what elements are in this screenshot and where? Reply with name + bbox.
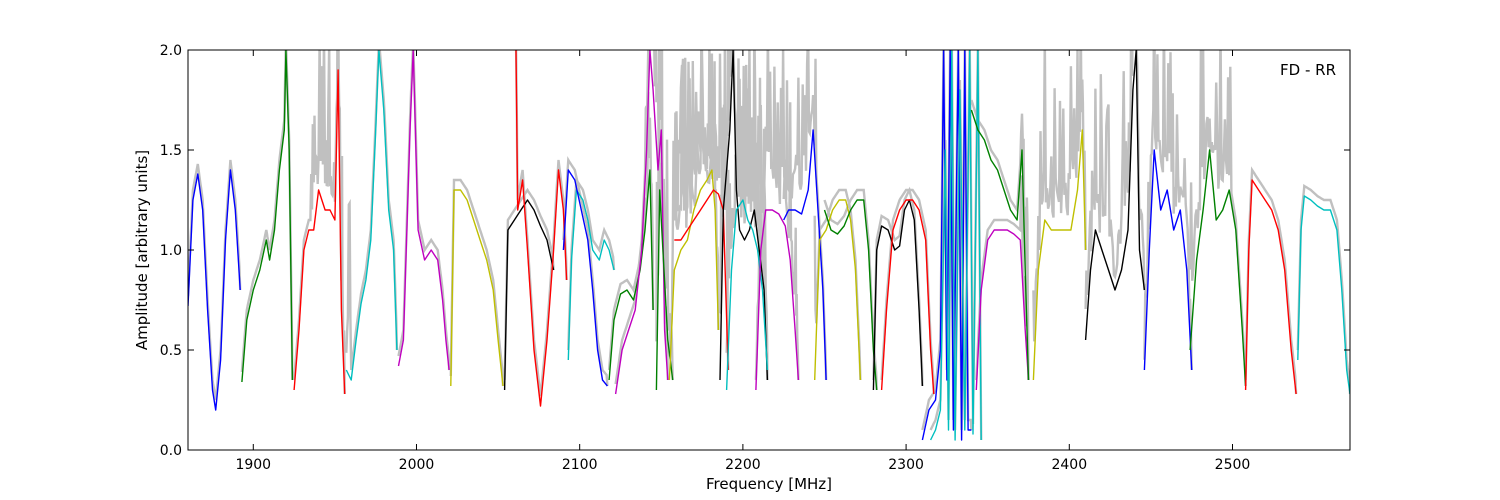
series-line-2 [293, 69, 346, 395]
series-line-31 [1244, 179, 1297, 395]
series-line-3 [345, 50, 398, 381]
series-line-11 [614, 50, 669, 395]
series-line-15 [719, 50, 769, 381]
series-line-30 [1189, 149, 1247, 387]
series-line-0 [188, 169, 241, 411]
series-line-1 [241, 50, 294, 383]
reference-trace-segment [562, 156, 609, 387]
x-tick-label: 2500 [1215, 457, 1251, 473]
x-tick-label: 2000 [399, 457, 435, 473]
series-line-7 [515, 50, 568, 407]
y-tick-label: 0.0 [160, 443, 182, 459]
reference-trace-segment [813, 188, 862, 381]
x-tick-label: 2300 [888, 457, 924, 473]
reference-trace-segment [754, 50, 800, 381]
series-line-20 [823, 199, 878, 391]
x-axis-ticks: 1900 2000 2100 2200 2300 2400 2500 [235, 50, 1250, 473]
y-tick-label: 2.0 [160, 43, 182, 59]
x-tick-label: 1900 [235, 457, 271, 473]
series-layer [188, 50, 1350, 441]
reference-trace-segment [970, 99, 1030, 381]
y-axis-ticks: 0.0 0.5 1.0 1.5 2.0 [160, 43, 1350, 459]
chart-annotation: FD - RR [1280, 61, 1336, 79]
series-line-6 [503, 199, 555, 391]
reference-trace-segment [514, 50, 568, 397]
reference-trace-segment [503, 187, 555, 381]
reference-trace-segment [188, 159, 242, 401]
series-line-23 [921, 50, 972, 441]
x-tick-label: 2100 [562, 457, 598, 473]
series-line-12 [655, 189, 674, 391]
series-line-8 [567, 189, 615, 361]
reference-trace-segment [921, 50, 973, 431]
series-line-28 [1084, 50, 1146, 341]
reference-trace-segment [449, 178, 505, 387]
series-line-22 [880, 199, 935, 395]
series-line-5 [450, 189, 504, 387]
series-line-29 [1143, 149, 1193, 371]
x-tick-label: 2400 [1051, 457, 1087, 473]
series-line-32 [1297, 195, 1350, 395]
series-line-16 [725, 199, 769, 391]
series-line-26 [970, 109, 1030, 381]
series-line-27 [1032, 129, 1087, 381]
series-line-21 [872, 199, 924, 391]
y-axis-label: Amplitude [arbitrary units] [133, 150, 151, 350]
series-line-4 [397, 50, 450, 371]
y-tick-label: 0.5 [160, 343, 182, 359]
series-line-17 [755, 209, 800, 391]
x-axis-label: Frequency [MHz] [706, 475, 832, 493]
y-tick-label: 1.5 [160, 143, 182, 159]
series-line-18 [783, 129, 827, 381]
series-line-10 [608, 169, 654, 381]
series-line-14 [674, 189, 729, 371]
reference-trace-segment [1143, 50, 1193, 371]
y-tick-label: 1.0 [160, 243, 182, 259]
series-line-24 [929, 50, 982, 441]
reference-trace-segment [614, 50, 669, 385]
series-line-19 [814, 199, 862, 381]
x-tick-label: 2200 [725, 457, 761, 473]
series-line-25 [975, 229, 1030, 391]
reference-trace-segment [1032, 50, 1087, 342]
series-line-9 [562, 169, 608, 387]
